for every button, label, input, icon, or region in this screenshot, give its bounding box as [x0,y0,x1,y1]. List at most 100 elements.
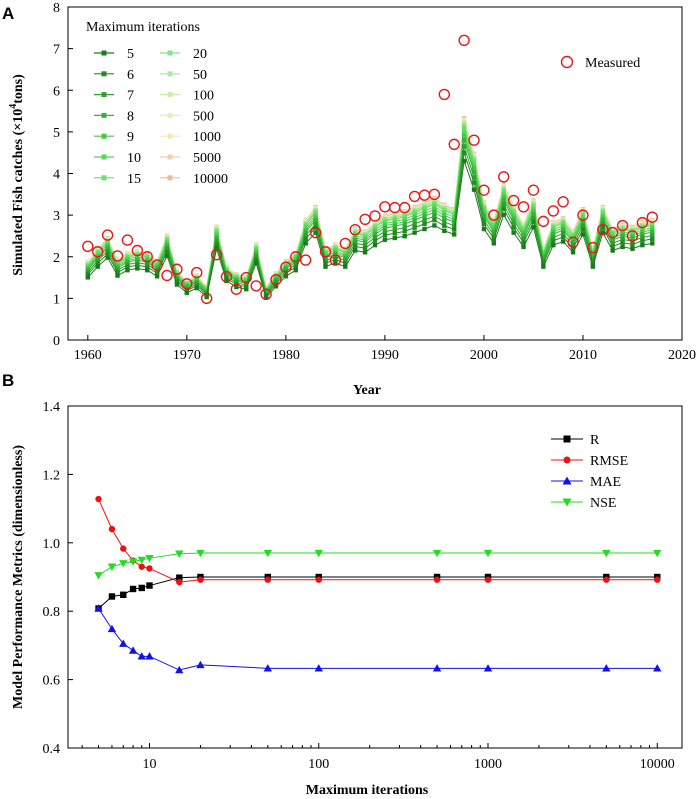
series-point-6 [580,227,586,232]
series-point-7 [145,262,150,267]
series-point-15 [442,208,447,213]
metric-point-MAE [314,664,323,672]
legend-title: Maximum iterations [86,20,200,35]
series-point-6 [303,236,308,242]
series-point-7 [521,237,526,242]
measured-point [379,201,391,213]
measured-point [260,288,272,300]
measured-point [537,215,550,228]
series-point-15 [580,212,586,217]
legend-marker-MAE [562,476,572,485]
series-point-5 [461,158,467,164]
series-point-5 [531,225,536,230]
series-point-5 [541,264,546,269]
series-point-6 [600,225,605,230]
series-point-15 [382,218,388,224]
measured-point [270,273,282,286]
series-point-7 [471,175,477,180]
series-point-6 [283,271,289,276]
series-point-8 [521,233,526,239]
y-tick-label: 0.4 [43,742,61,757]
series-point-5 [253,260,259,266]
measured-point [230,283,243,295]
series-point-5 [303,241,308,246]
measured-point [557,196,569,208]
series-point-7 [531,215,536,221]
series-point-10 [511,212,516,218]
metric-point-MAE [119,639,128,647]
legend-label-50: 50 [193,68,207,83]
series-point-6 [491,236,497,242]
series-point-7 [293,262,298,267]
series-point-9 [650,227,655,233]
legend-marker-100 [167,92,173,98]
series-point-8 [125,259,130,265]
x-tick-label: 100 [308,757,329,772]
legend-label-7: 7 [127,89,134,104]
series-point-15 [471,159,477,164]
series-point-8 [630,235,635,241]
series-point-7 [154,268,160,274]
series-point-5 [600,230,605,235]
series-point-15 [412,210,417,215]
series-point-9 [392,221,398,226]
series-point-8 [303,229,308,235]
series-point-7 [352,241,358,246]
measured-point [616,219,629,232]
series-point-7 [422,217,427,223]
series-point-6 [135,262,140,268]
series-point-8 [640,231,645,237]
series-point-15 [432,201,437,207]
series-point-10 [501,192,506,197]
legend-label-1000: 1000 [193,130,221,145]
panel-a-ylabel-prefix: Simulated Fish catches (×10 [11,109,26,276]
series-point-9 [402,219,407,224]
series-point-5 [313,230,318,235]
measured-point [527,184,540,196]
y-tick-label: 0.8 [43,605,61,620]
series-point-9 [560,225,566,231]
legend-marker-6 [101,71,107,77]
series-point-5 [560,239,566,244]
x-tick-label: 1970 [173,348,201,363]
y-tick-label: 3 [53,209,60,224]
measured-point [92,246,104,258]
panel-a-ylabel-suffix: tons) [11,74,26,104]
series-point-5 [452,232,457,237]
metric-point-NSE [128,558,138,566]
series-point-7 [580,223,586,229]
series-point-10 [531,206,536,212]
series-point-7 [382,229,388,234]
measured-point [329,254,342,266]
legend-label-10000: 10000 [193,172,228,187]
metric-point-RMSE [433,576,441,583]
series-point-6 [115,270,120,275]
metric-point-NSE [196,549,205,558]
series-point-7 [125,262,130,267]
metric-point-RMSE [95,495,102,503]
measured-point [478,184,490,196]
series-point-6 [174,279,180,285]
series-point-5 [630,246,635,251]
metric-point-NSE [107,563,117,571]
series-point-10 [481,208,487,214]
legend-label-500: 500 [193,109,214,124]
metric-point-NSE [602,549,611,558]
series-point-8 [402,221,407,227]
series-point-8 [253,251,259,257]
metric-point-NSE [263,549,273,558]
series-point-15 [551,225,556,230]
y-tick-label: 6 [53,84,60,99]
series-point-5 [442,228,447,234]
series-point-7 [333,254,338,259]
y-tick-label: 0.6 [43,674,61,689]
series-point-6 [452,227,457,232]
series-point-9 [551,229,556,235]
series-point-6 [244,284,249,290]
measured-point [111,250,124,262]
series-point-7 [362,242,368,248]
measured-point [606,226,619,239]
measured-point [438,88,451,101]
legend-marker-50 [167,71,173,77]
